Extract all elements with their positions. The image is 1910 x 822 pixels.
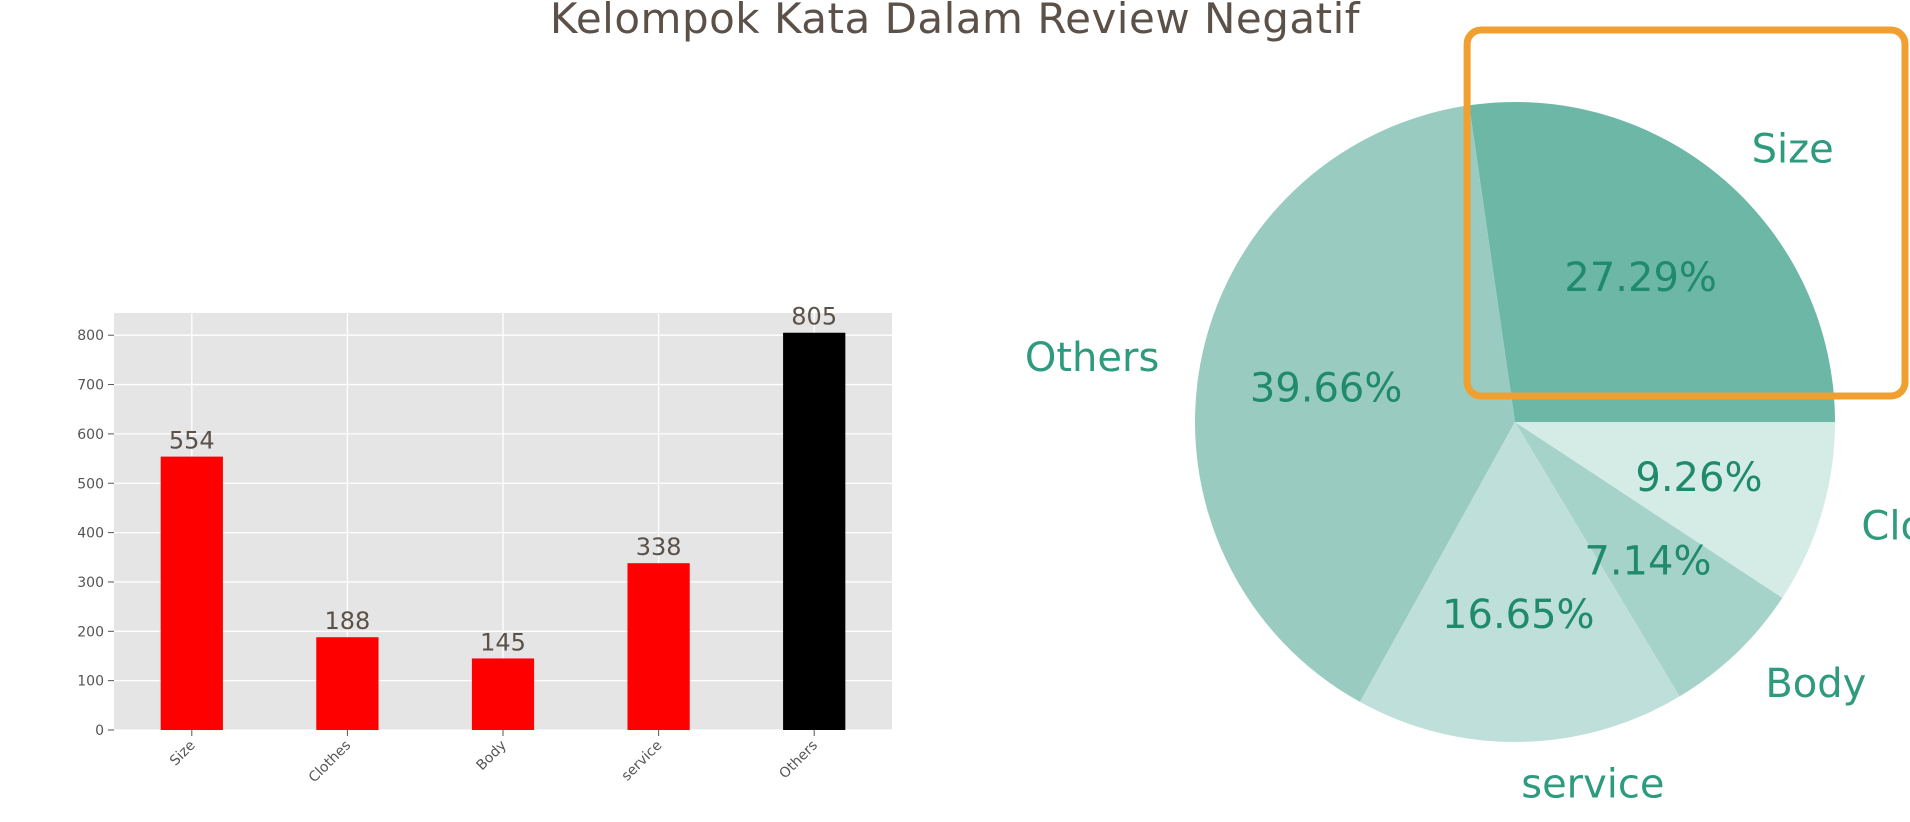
bar-value-label: 145 <box>480 628 526 656</box>
pie-percent-label: 39.66% <box>1250 365 1403 411</box>
pie-percent-label: 27.29% <box>1564 255 1717 301</box>
bar-size <box>160 456 223 730</box>
y-tick-label: 700 <box>77 378 104 394</box>
pie-category-label: Others <box>1025 335 1159 381</box>
pie-slice-service <box>1359 422 1680 742</box>
pie-slice-clothes <box>1515 422 1835 598</box>
pie-category-label: service <box>1521 762 1664 808</box>
pie-percent-label: 7.14% <box>1584 539 1711 585</box>
bar-chart: 0 100 200 300 400 500 600 700 800 554 Size 188 Cloth… <box>77 303 892 786</box>
bar-value-label: 338 <box>636 533 682 561</box>
y-tick-label: 200 <box>77 624 104 640</box>
y-tick-label: 800 <box>77 328 104 344</box>
y-tick-label: 300 <box>77 575 104 591</box>
x-tick-label: Body <box>474 738 510 774</box>
pie-slice-size <box>1469 101 1836 422</box>
y-tick-label: 0 <box>95 723 104 739</box>
figure-title: Kelompok Kata Dalam Review Negatif <box>549 0 1361 43</box>
bar-body <box>471 658 535 730</box>
pie-category-label: Size <box>1752 127 1834 173</box>
bar-value-label: 805 <box>791 303 837 331</box>
y-tick-label: 400 <box>77 526 104 542</box>
y-tick-label: 500 <box>77 476 104 492</box>
highlight-box <box>1463 26 1909 400</box>
pie-category-label: Body <box>1765 661 1866 707</box>
pie-category-label: Clothes <box>1861 504 1910 550</box>
pie-slice-others <box>1195 105 1515 702</box>
bar-clothes <box>316 637 379 730</box>
bar-service <box>627 563 690 730</box>
x-tick-label: Clothes <box>306 738 354 786</box>
bar-others <box>783 332 846 730</box>
x-tick-label: Size <box>167 738 199 770</box>
highlight-overlay <box>1463 26 1909 400</box>
pie-percent-label: 9.26% <box>1635 455 1762 501</box>
x-tick-label: Others <box>776 738 821 783</box>
bar-value-label: 188 <box>324 607 370 635</box>
y-tick-label: 100 <box>77 674 104 690</box>
x-tick-label: service <box>619 738 666 785</box>
bar-value-label: 554 <box>169 427 215 455</box>
pie-chart: Size 27.29% Others 39.66% service 16.65% Body 7… <box>1025 101 1910 808</box>
pie-slice-body <box>1515 422 1783 697</box>
pie-percent-label: 16.65% <box>1442 592 1595 638</box>
y-tick-label: 600 <box>77 427 104 443</box>
